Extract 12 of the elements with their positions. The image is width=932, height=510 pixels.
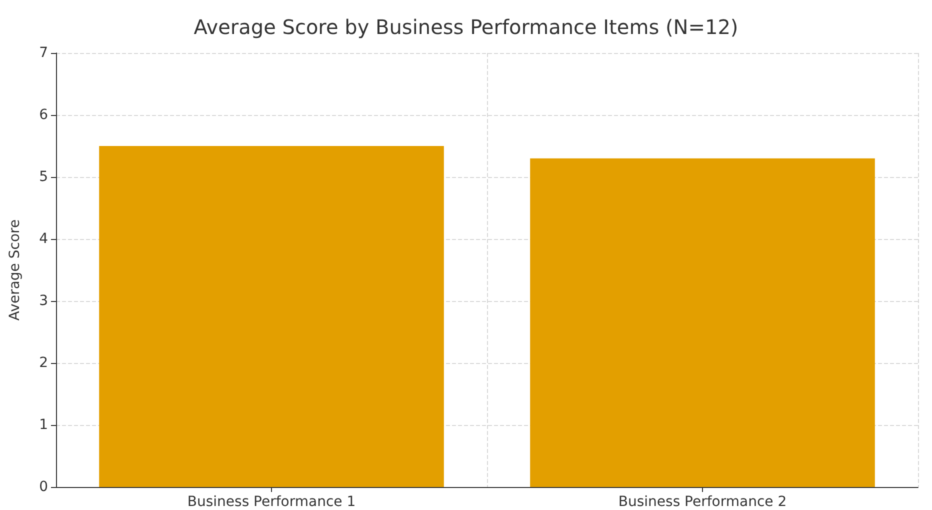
y-tick-label: 6 [39,107,48,123]
y-tick-label: 4 [39,231,48,247]
y-tick-label: 5 [39,169,48,185]
y-axis-title: Average Score [7,219,23,321]
y-tick-label: 7 [39,45,48,61]
y-tick-label: 2 [39,355,48,371]
x-tick-label: Business Performance 2 [618,494,787,510]
y-tick-label: 3 [39,293,48,309]
y-tick-label: 0 [39,479,48,495]
y-tick-label: 1 [39,417,48,433]
chart-title: Average Score by Business Performance Items (N=12) [194,15,738,39]
x-tick-label: Business Performance 1 [187,494,356,510]
